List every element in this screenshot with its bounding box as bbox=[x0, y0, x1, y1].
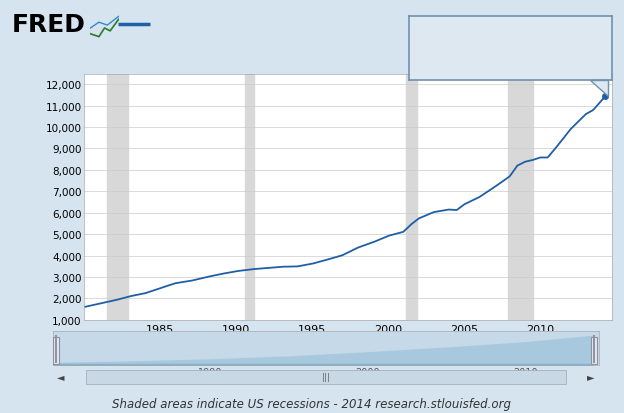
FancyBboxPatch shape bbox=[591, 337, 597, 364]
Bar bbox=[508, 74, 532, 320]
Text: ►: ► bbox=[587, 372, 595, 382]
FancyBboxPatch shape bbox=[86, 370, 567, 384]
Text: Shaded areas indicate US recessions - 2014 research.stlouisfed.org: Shaded areas indicate US recessions - 20… bbox=[112, 397, 512, 410]
Bar bbox=[245, 74, 255, 320]
Text: FRED: FRED bbox=[12, 13, 86, 37]
Text: |||: ||| bbox=[321, 372, 331, 381]
Bar bbox=[107, 74, 129, 320]
Text: ◄: ◄ bbox=[57, 372, 65, 382]
FancyBboxPatch shape bbox=[53, 337, 59, 364]
Bar bbox=[406, 74, 417, 320]
